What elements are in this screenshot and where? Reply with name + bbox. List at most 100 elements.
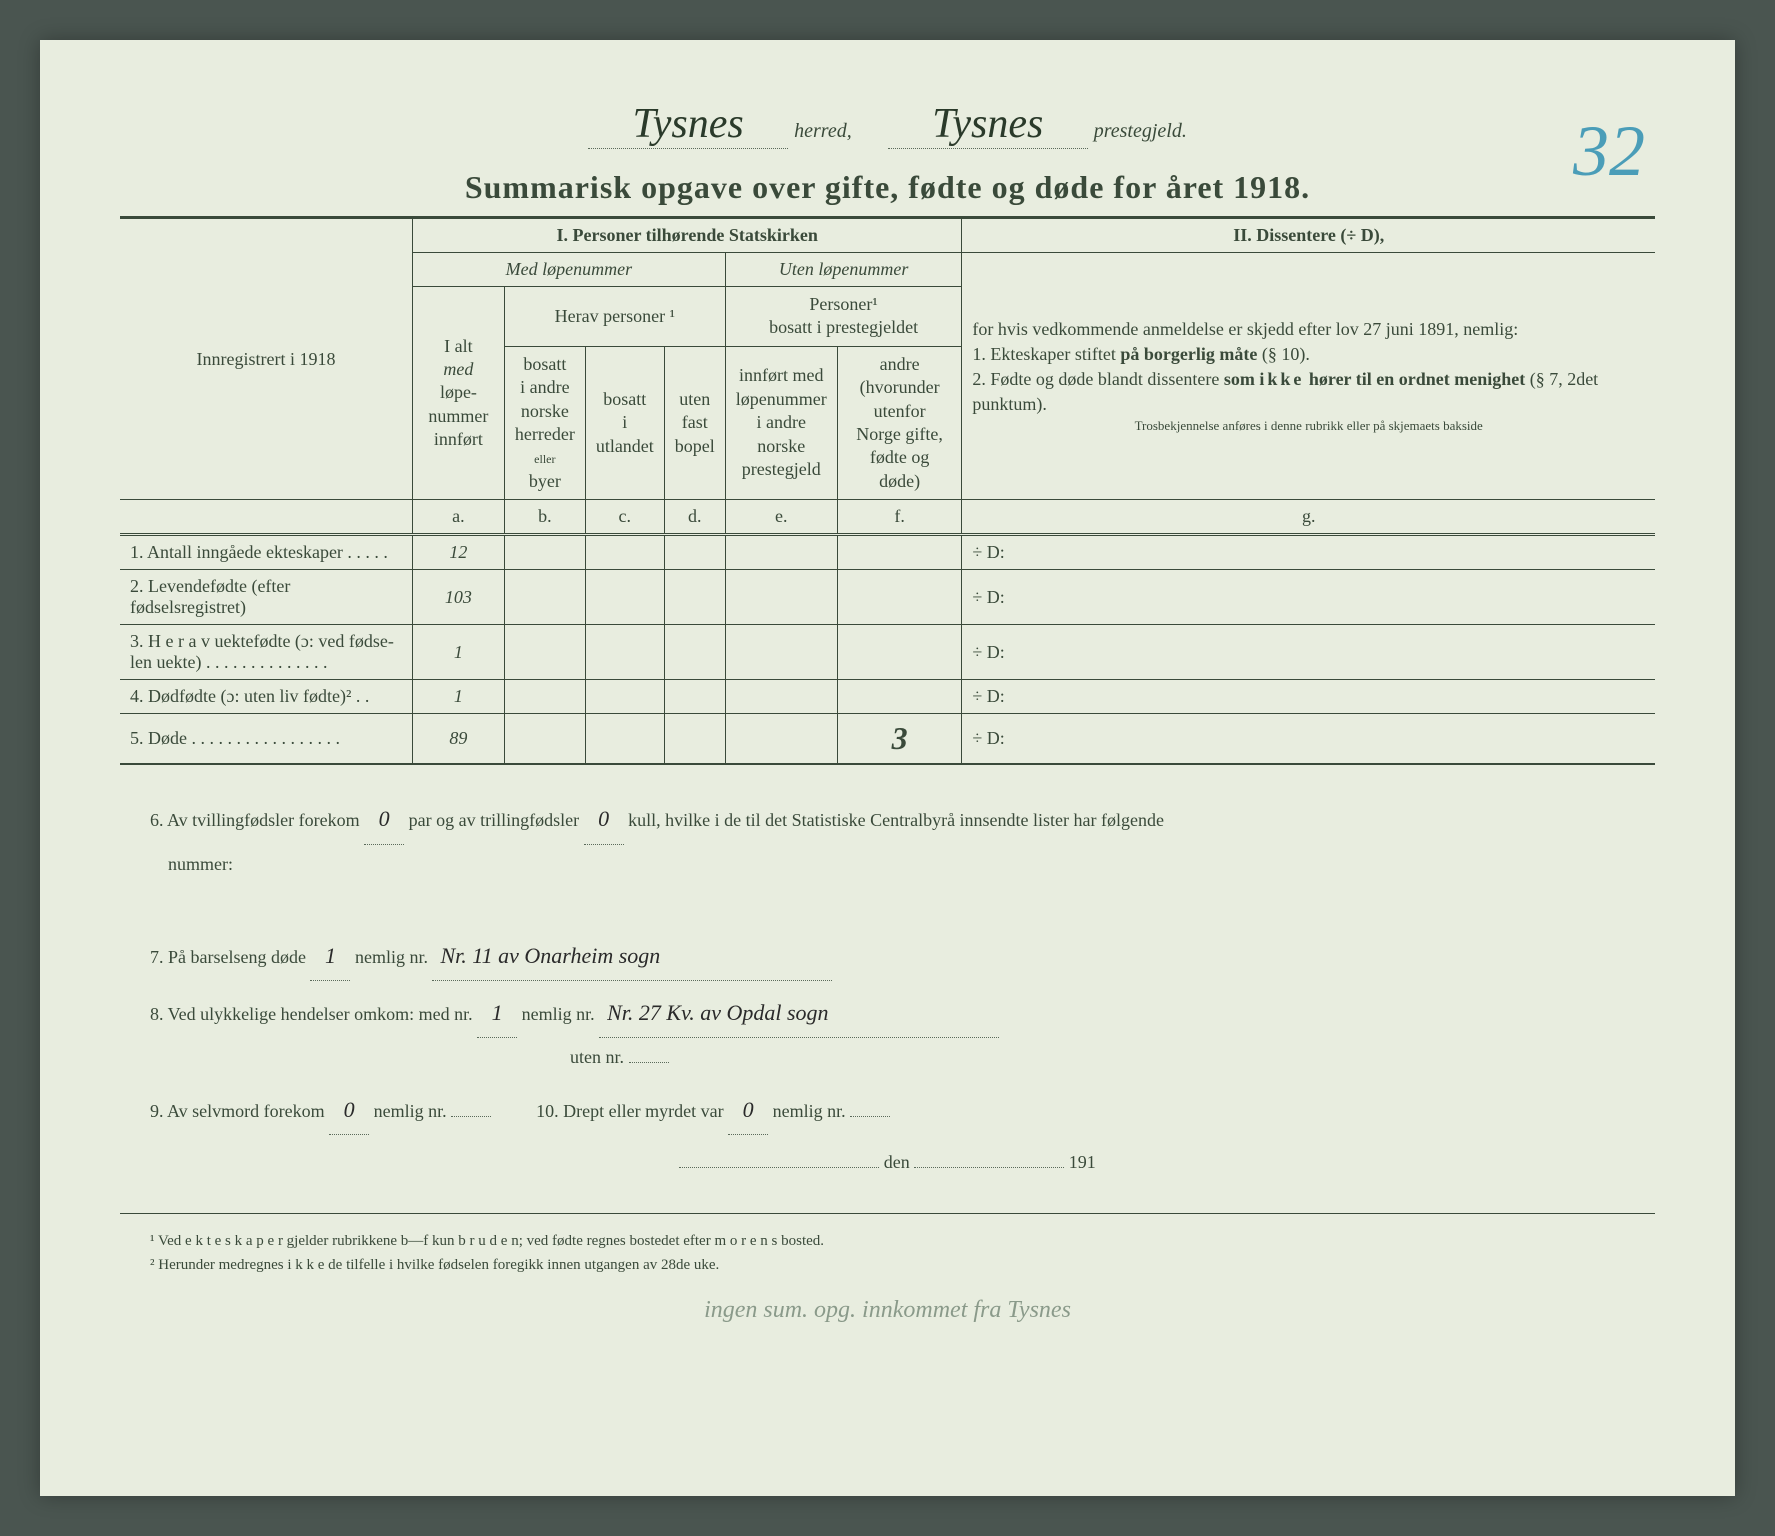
section1-header: I. Personer tilhørende Statskirken [413, 218, 962, 253]
form-title: Summarisk opgave over gifte, fødte og dø… [120, 169, 1655, 206]
line-9-10: 9. Av selvmord forekom 0 nemlig nr. 10. … [150, 1086, 1625, 1135]
table-row: 2. Levendefødte (efter fødselsregistret)… [120, 570, 1655, 625]
cell-d [664, 714, 725, 765]
med-lopenummer-header: Med løpenummer [413, 253, 726, 287]
cell-e [725, 570, 837, 625]
herred-value: Tysnes [588, 100, 788, 149]
row-label: 1. Antall inngåede ekteskaper . . . . . [120, 535, 413, 570]
line9-blank [451, 1116, 491, 1117]
cell-b [504, 714, 585, 765]
row-label: 3. H e r a v uektefødte (ɔ: ved fødse- l… [120, 625, 413, 680]
prestegjeld-value: Tysnes [888, 100, 1088, 149]
col-c-header: bosattiutlandet [585, 346, 664, 499]
footnote-2: ² Herunder medregnes i k k e de tilfelle… [150, 1253, 1625, 1277]
col-d-header: utenfastbopel [664, 346, 725, 499]
line8-mid: nemlig nr. [522, 1004, 595, 1024]
cell-e [725, 714, 837, 765]
personer-bosatt-header: Personer¹bosatt i prestegjeldet [725, 287, 962, 347]
cell-g: ÷ D: [962, 570, 1655, 625]
row-label: 4. Dødfødte (ɔ: uten liv fødte)² . . [120, 680, 413, 714]
line6-nummer: nummer: [168, 854, 233, 874]
line7-mid: nemlig nr. [355, 947, 428, 967]
place-blank [679, 1167, 879, 1168]
cell-d [664, 680, 725, 714]
cell-e [725, 535, 837, 570]
row-label: 2. Levendefødte (efter fødselsregistret) [120, 570, 413, 625]
cell-f [837, 570, 962, 625]
cell-g: ÷ D: [962, 680, 1655, 714]
line8-text: Nr. 27 Kv. av Opdal sogn [599, 989, 999, 1038]
line-7: 7. På barselseng døde 1 nemlig nr. Nr. 1… [150, 932, 1625, 981]
col-letter-d: d. [664, 500, 725, 535]
table-row: 1. Antall inngåede ekteskaper . . . . . … [120, 535, 1655, 570]
col-letter-b: b. [504, 500, 585, 535]
bottom-section: 6. Av tvillingfødsler forekom 0 par og a… [120, 795, 1655, 1183]
table-row: 5. Døde . . . . . . . . . . . . . . . . … [120, 714, 1655, 765]
col-letter-g: g. [962, 500, 1655, 535]
table-row: 4. Dødfødte (ɔ: uten liv fødte)² . . 1 ÷… [120, 680, 1655, 714]
cell-d [664, 570, 725, 625]
cell-a: 1 [413, 625, 505, 680]
col-b-header: bosatti andrenorskeherrederellerbyer [504, 346, 585, 499]
cell-a: 1 [413, 680, 505, 714]
cell-c [585, 625, 664, 680]
col-f-header: andre(hvorunderutenforNorge gifte,fødte … [837, 346, 962, 499]
footnotes: ¹ Ved e k t e s k a p e r gjelder rubrik… [120, 1229, 1655, 1277]
line6-mid: par og av trillingfødsler [409, 810, 579, 830]
date-blank [914, 1167, 1064, 1168]
divider [120, 1213, 1655, 1214]
cell-e [725, 625, 837, 680]
line9-val: 0 [329, 1086, 369, 1135]
cell-a: 12 [413, 535, 505, 570]
cell-f: 3 [837, 714, 962, 765]
document-page: 32 Tysnes herred, Tysnes prestegjeld. Su… [40, 40, 1735, 1496]
col-letter-a: a. [413, 500, 505, 535]
col-letter-c: c. [585, 500, 664, 535]
line9-mid: nemlig nr. [374, 1101, 447, 1121]
date-line: den 191 [150, 1143, 1625, 1183]
line8-pre: 8. Ved ulykkelige hendelser omkom: med n… [150, 1004, 473, 1024]
cell-d [664, 625, 725, 680]
prestegjeld-label: prestegjeld. [1094, 120, 1187, 142]
line7-val: 1 [310, 932, 350, 981]
cell-b [504, 680, 585, 714]
col-e-header: innført medløpenummeri andrenorskepreste… [725, 346, 837, 499]
col-letter-f: f. [837, 500, 962, 535]
page-number: 32 [1573, 110, 1645, 193]
line6-post: kull, hvilke i de til det Statistiske Ce… [628, 810, 1164, 830]
col-a-header: I altmed løpe-nummerinnført [413, 287, 505, 500]
pencil-annotation: ingen sum. opg. innkommet fra Tysnes [120, 1297, 1655, 1324]
herred-label: herred, [794, 120, 852, 142]
line10-blank [850, 1116, 890, 1117]
innregistrert-label: Innregistrert i 1918 [120, 218, 413, 500]
line-8: 8. Ved ulykkelige hendelser omkom: med n… [150, 989, 1625, 1078]
cell-e [725, 680, 837, 714]
row-label: 5. Døde . . . . . . . . . . . . . . . . … [120, 714, 413, 765]
uten-lopenummer-header: Uten løpenummer [725, 253, 962, 287]
herav-personer-header: Herav personer ¹ [504, 287, 725, 347]
section2-header: II. Dissentere (÷ D), [962, 218, 1655, 253]
line10-pre: 10. Drept eller myrdet var [536, 1101, 723, 1121]
header-line: Tysnes herred, Tysnes prestegjeld. [120, 100, 1655, 149]
cell-c [585, 680, 664, 714]
cell-a: 103 [413, 570, 505, 625]
cell-c [585, 570, 664, 625]
line6-val2: 0 [584, 795, 624, 844]
line-6: 6. Av tvillingfødsler forekom 0 par og a… [150, 795, 1625, 884]
line6-pre: 6. Av tvillingfødsler forekom [150, 810, 360, 830]
cell-f [837, 680, 962, 714]
line6-val1: 0 [364, 795, 404, 844]
line8-uten-label: uten nr. [150, 1047, 624, 1067]
line10-mid: nemlig nr. [773, 1101, 846, 1121]
cell-f [837, 535, 962, 570]
cell-d [664, 535, 725, 570]
cell-c [585, 535, 664, 570]
line8-uten-val [629, 1062, 669, 1063]
footnote-1: ¹ Ved e k t e s k a p e r gjelder rubrik… [150, 1229, 1625, 1253]
table-row: 3. H e r a v uektefødte (ɔ: ved fødse- l… [120, 625, 1655, 680]
line10-val: 0 [728, 1086, 768, 1135]
line7-text: Nr. 11 av Onarheim sogn [432, 932, 832, 981]
year-label: 191 [1069, 1152, 1096, 1172]
dissenter-notes: for hvis vedkommende anmeldelse er skjed… [962, 253, 1655, 500]
cell-c [585, 714, 664, 765]
